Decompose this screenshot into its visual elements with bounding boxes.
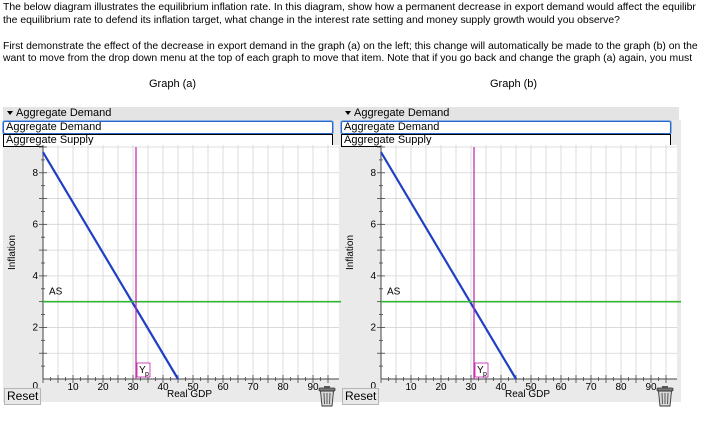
x-tick-label: 30 xyxy=(465,382,477,393)
instruction-line-2: the equilibrium rate to defend its infla… xyxy=(3,15,620,26)
plot-area xyxy=(381,145,677,379)
dropdown-option-aggregate-demand[interactable]: Aggregate Demand xyxy=(3,121,333,134)
x-tick-label: 20 xyxy=(97,382,109,393)
x-tick-label: 60 xyxy=(555,382,567,393)
dropdown-arrow-icon xyxy=(345,110,351,115)
x-tick-label: 10 xyxy=(67,382,79,393)
reset-button[interactable]: Reset xyxy=(4,388,42,405)
x-axis-label: Real GDP xyxy=(505,389,551,400)
graph-b-panel: Aggregate Demand Aggregate Demand Aggreg… xyxy=(341,107,681,415)
item-dropdown[interactable]: Aggregate Demand xyxy=(3,107,341,120)
yp-label-box xyxy=(136,362,151,378)
x-tick-label: 90 xyxy=(307,382,319,393)
as-label: AS xyxy=(387,287,401,298)
item-dropdown[interactable]: Aggregate Demand xyxy=(341,107,679,120)
graph-a-title: Graph (a) xyxy=(149,78,197,90)
x-tick-label: 50 xyxy=(187,382,199,393)
y-tick-label: 6 xyxy=(32,219,38,230)
x-tick-label: 40 xyxy=(157,382,169,393)
y-tick-label: 8 xyxy=(32,168,38,179)
x-tick-label: 70 xyxy=(247,382,259,393)
chart-svg[interactable]: 10 20 30 40 50 60 70 80 90 0 2 4 6 8 AS Y p xyxy=(341,107,681,415)
yp-label: Y xyxy=(477,365,484,376)
y-tick-label: 0 xyxy=(370,381,376,392)
dropdown-selected: Aggregate Demand xyxy=(354,107,450,119)
y-tick-label: 2 xyxy=(370,322,376,333)
x-tick-label: 80 xyxy=(615,382,627,393)
chart-svg[interactable]: 10 20 30 40 50 60 70 80 90 0 2 4 6 8 AS Y p xyxy=(3,107,343,415)
graph-b-title: Graph (b) xyxy=(490,78,538,90)
x-axis-label: Real GDP xyxy=(167,389,213,400)
x-tick-label: 60 xyxy=(217,382,229,393)
y-tick-label: 6 xyxy=(370,219,376,230)
graph-a-panel: Aggregate Demand Aggregate Demand Aggreg… xyxy=(3,107,343,415)
x-tick-label: 10 xyxy=(405,382,417,393)
trash-icon[interactable] xyxy=(318,386,336,407)
x-tick-label: 30 xyxy=(127,382,139,393)
y-tick-label: 2 xyxy=(32,322,38,333)
instruction-line-1: The below diagram illustrates the equili… xyxy=(3,2,696,13)
yp-label-box xyxy=(474,362,489,378)
yp-label: Y xyxy=(139,365,146,376)
y-tick-label: 4 xyxy=(370,271,376,282)
x-tick-label: 80 xyxy=(277,382,289,393)
x-tick-label: 90 xyxy=(645,382,657,393)
trash-icon[interactable] xyxy=(656,386,674,407)
x-tick-label: 70 xyxy=(585,382,597,393)
plot-area xyxy=(43,145,339,379)
series-ad-line xyxy=(380,151,517,380)
y-tick-label: 8 xyxy=(370,168,376,179)
y-tick-label: 0 xyxy=(32,381,38,392)
as-label: AS xyxy=(49,287,63,298)
yp-label-subscript: p xyxy=(483,371,487,378)
y-tick-label: 4 xyxy=(32,271,38,282)
x-tick-label: 50 xyxy=(525,382,537,393)
instruction-line-3: First demonstrate the effect of the decr… xyxy=(3,41,698,52)
dropdown-arrow-icon xyxy=(7,110,13,115)
yp-label-subscript: p xyxy=(145,371,149,378)
dropdown-option-aggregate-demand[interactable]: Aggregate Demand xyxy=(341,121,671,134)
series-ad-line xyxy=(42,151,179,380)
instruction-line-4: want to move from the drop down menu at … xyxy=(3,53,693,64)
x-tick-label: 20 xyxy=(435,382,447,393)
dropdown-selected: Aggregate Demand xyxy=(16,107,112,119)
x-tick-label: 40 xyxy=(495,382,507,393)
reset-button[interactable]: Reset xyxy=(342,388,380,405)
